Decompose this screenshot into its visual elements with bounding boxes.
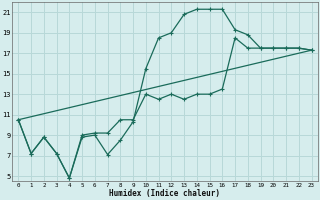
X-axis label: Humidex (Indice chaleur): Humidex (Indice chaleur) bbox=[109, 189, 220, 198]
